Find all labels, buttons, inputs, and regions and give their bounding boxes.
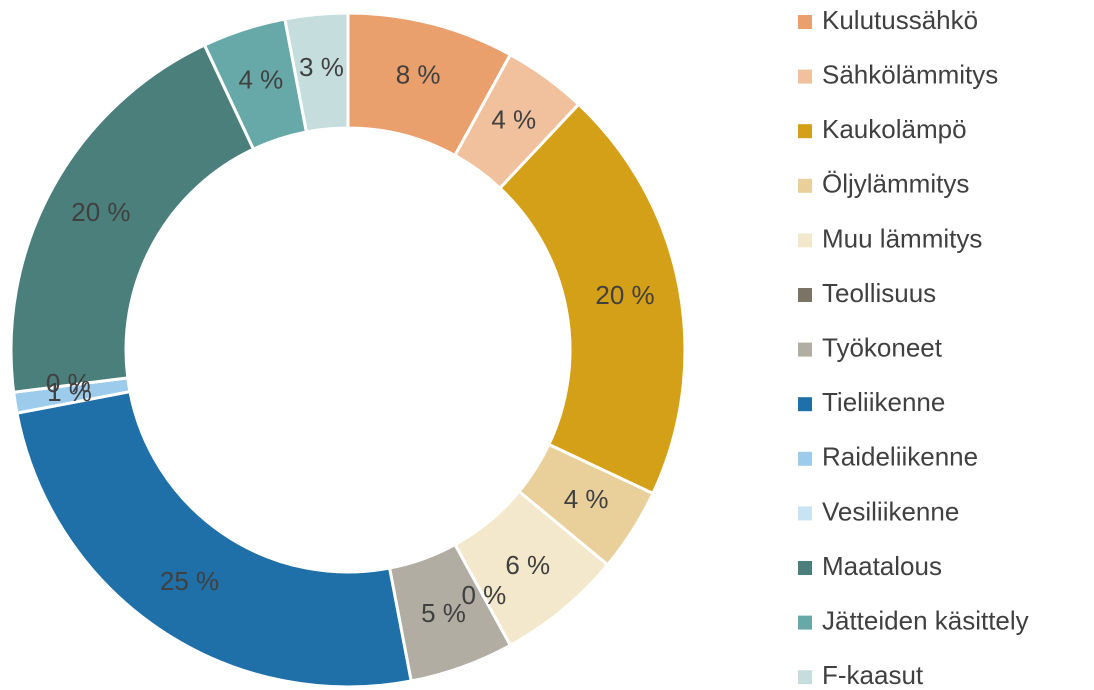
legend-swatch bbox=[798, 506, 812, 521]
legend-swatch bbox=[798, 288, 812, 302]
legend-swatch bbox=[798, 451, 812, 466]
data-label: 6 % bbox=[505, 550, 550, 580]
donut-slice bbox=[497, 102, 687, 496]
data-label: 3 % bbox=[299, 52, 344, 82]
legend-swatch bbox=[798, 342, 812, 357]
legend-label: Öljylämmitys bbox=[822, 169, 969, 199]
legend-swatch bbox=[798, 124, 812, 139]
legend-swatch bbox=[798, 615, 812, 630]
donut-slice bbox=[15, 389, 413, 689]
legend-label: Tieliikenne bbox=[822, 387, 945, 417]
data-label: 0 % bbox=[46, 368, 91, 398]
legend-swatch bbox=[798, 178, 812, 193]
data-label: 25 % bbox=[160, 566, 219, 596]
legend-swatch bbox=[798, 233, 812, 248]
legend-label: Teollisuus bbox=[822, 278, 936, 308]
data-label: 4 % bbox=[564, 484, 609, 514]
legend-swatch bbox=[798, 397, 812, 412]
legend-label: Kaukolämpö bbox=[822, 114, 967, 144]
legend-swatch bbox=[798, 69, 812, 84]
legend-label: Vesiliikenne bbox=[822, 496, 959, 526]
donut-slice bbox=[9, 43, 256, 394]
legend-label: Raideliikenne bbox=[822, 442, 978, 472]
legend-label: Maatalous bbox=[822, 551, 942, 581]
legend-swatch bbox=[798, 561, 812, 575]
data-label: 20 % bbox=[71, 197, 130, 227]
legend-label: Jätteiden käsittely bbox=[822, 605, 1029, 635]
legend-label: Kulutussähkö bbox=[822, 5, 978, 35]
legend-label: Työkoneet bbox=[822, 332, 943, 362]
data-label: 0 % bbox=[461, 580, 506, 610]
data-label: 8 % bbox=[396, 60, 441, 90]
data-label: 1 % bbox=[47, 377, 92, 407]
data-label: 4 % bbox=[238, 65, 283, 95]
data-label: 4 % bbox=[491, 105, 536, 135]
legend-swatch bbox=[798, 15, 812, 29]
data-label: 20 % bbox=[595, 280, 654, 310]
legend-label: Muu lämmitys bbox=[822, 223, 982, 253]
donut-slice bbox=[283, 11, 350, 134]
legend-label: Sähkölämmitys bbox=[822, 59, 998, 89]
legend-swatch bbox=[798, 670, 812, 685]
legend-label: F-kaasut bbox=[822, 660, 924, 690]
data-label: 5 % bbox=[421, 598, 466, 628]
